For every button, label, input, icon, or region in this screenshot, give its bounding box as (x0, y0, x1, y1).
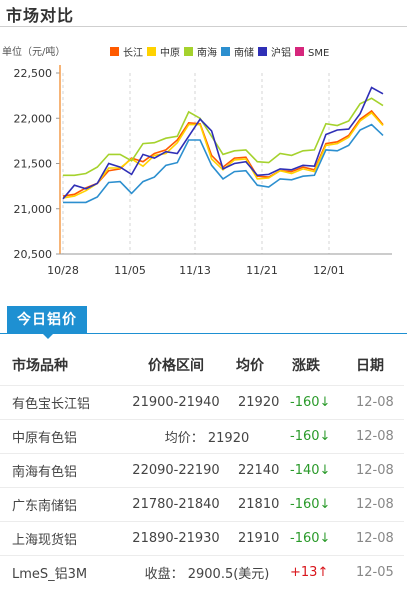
avg-price: 21810 (228, 487, 290, 522)
price-table: 市场品种 价格区间 均价 涨跌 日期 有色宝长江铝 21900-21940 2192… (0, 345, 404, 589)
market-name[interactable]: 上海现货铝 (0, 521, 124, 556)
change-value: -160 (290, 429, 320, 444)
arrow-down-icon: ↓ (319, 395, 331, 410)
x-tick-label: 11/05 (114, 264, 146, 277)
chart-svg: 单位（元/吨） 长江 中原 南海 南储 沪铝 SME 10/28 11/05 11/13 11/21… (2, 45, 392, 277)
today-divider (0, 333, 407, 334)
series-line (63, 97, 384, 177)
x-tick-label: 11/13 (179, 264, 211, 277)
series-line (62, 86, 384, 200)
x-tick-label: 12/01 (313, 264, 345, 277)
table-row[interactable]: 中原有色铝 均价： 21920 -160↓ 12-08 (0, 419, 404, 454)
price-change: +13↑ (290, 555, 356, 589)
price-change: -160↓ (290, 419, 356, 454)
today-header: 今日铝价 (0, 304, 407, 339)
change-value: -160 (290, 497, 320, 512)
legend-label: 南储 (234, 46, 254, 59)
market-name[interactable]: 有色宝长江铝 (0, 385, 124, 420)
table-row[interactable]: 南海有色铝 22090-22190 22140 -140↓ 12-08 (0, 453, 404, 488)
price-date: 12-08 (356, 419, 404, 454)
change-value: -140 (290, 463, 320, 478)
table-row[interactable]: 上海现货铝 21890-21930 21910 -160↓ 12-08 (0, 521, 404, 556)
price-change: -140↓ (290, 453, 356, 488)
legend-label: SME (308, 48, 329, 59)
market-name[interactable]: 广东南储铝 (0, 487, 124, 522)
price-date: 12-08 (356, 487, 404, 522)
series-line (62, 111, 384, 199)
arrow-down-icon: ↓ (319, 463, 331, 478)
price-summary: 均价： 21920 (124, 419, 290, 454)
page-title: 市场对比 (6, 6, 75, 25)
y-tick-label: 22,500 (14, 67, 53, 80)
avg-price: 21920 (228, 385, 290, 420)
change-value: -160 (290, 395, 320, 410)
price-change: -160↓ (290, 487, 356, 522)
arrow-down-icon: ↓ (319, 497, 331, 512)
change-value: -160 (290, 531, 320, 546)
col-header-avg: 均价 (236, 358, 264, 374)
avg-price: 22140 (228, 453, 290, 488)
price-date: 12-08 (356, 521, 404, 556)
market-name[interactable]: 南海有色铝 (0, 453, 124, 488)
table-header-row: 市场品种 价格区间 均价 涨跌 日期 (0, 345, 404, 386)
arrow-down-icon: ↓ (319, 429, 331, 444)
y-axis-label: 单位（元/吨） (2, 45, 65, 58)
legend-swatch (221, 47, 230, 56)
y-tick-label: 22,000 (14, 112, 53, 125)
col-header-change: 涨跌 (292, 358, 320, 374)
market-name[interactable]: LmeS_铝3M (0, 555, 124, 589)
arrow-up-icon: ↑ (317, 565, 329, 580)
legend-label: 中原 (160, 46, 180, 59)
legend-swatch (258, 47, 267, 56)
table-row[interactable]: 有色宝长江铝 21900-21940 21920 -160↓ 12-08 (0, 385, 404, 420)
market-chart: 单位（元/吨） 长江 中原 南海 南储 沪铝 SME 10/28 11/05 11/13 11/21… (0, 27, 407, 292)
legend-label: 南海 (197, 46, 217, 59)
price-range: 21890-21930 (124, 521, 228, 556)
arrow-down-icon: ↓ (319, 531, 331, 546)
price-range: 22090-22190 (124, 453, 228, 488)
y-tick-label: 20,500 (14, 248, 53, 261)
legend-swatch (295, 47, 304, 56)
avg-price: 21910 (228, 521, 290, 556)
tab-pointer (43, 334, 53, 339)
price-date: 12-08 (356, 385, 404, 420)
market-name[interactable]: 中原有色铝 (0, 419, 124, 454)
legend-swatch (184, 47, 193, 56)
y-tick-label: 21,000 (14, 203, 53, 216)
change-value: +13 (290, 565, 318, 580)
col-header-date: 日期 (356, 358, 384, 374)
col-header-market: 市场品种 (12, 358, 68, 374)
today-tab[interactable]: 今日铝价 (7, 306, 87, 334)
legend-label: 沪铝 (271, 46, 291, 59)
series-line (63, 123, 384, 204)
legend-swatch (147, 47, 156, 56)
y-tick-label: 21,500 (14, 158, 53, 171)
price-summary: 收盘： 2900.5(美元) (124, 555, 290, 589)
table-row[interactable]: LmeS_铝3M 收盘： 2900.5(美元) +13↑ 12-05 (0, 555, 404, 589)
price-date: 12-05 (356, 555, 404, 589)
x-tick-label: 11/21 (246, 264, 278, 277)
x-tick-label: 10/28 (47, 264, 79, 277)
price-range: 21780-21840 (124, 487, 228, 522)
legend-label: 长江 (123, 47, 143, 59)
table-row[interactable]: 广东南储铝 21780-21840 21810 -160↓ 12-08 (0, 487, 404, 522)
price-range: 21900-21940 (124, 385, 228, 420)
price-change: -160↓ (290, 385, 356, 420)
price-change: -160↓ (290, 521, 356, 556)
legend-swatch (110, 47, 119, 56)
title-divider (0, 26, 407, 27)
col-header-range: 价格区间 (148, 358, 204, 374)
price-date: 12-08 (356, 453, 404, 488)
